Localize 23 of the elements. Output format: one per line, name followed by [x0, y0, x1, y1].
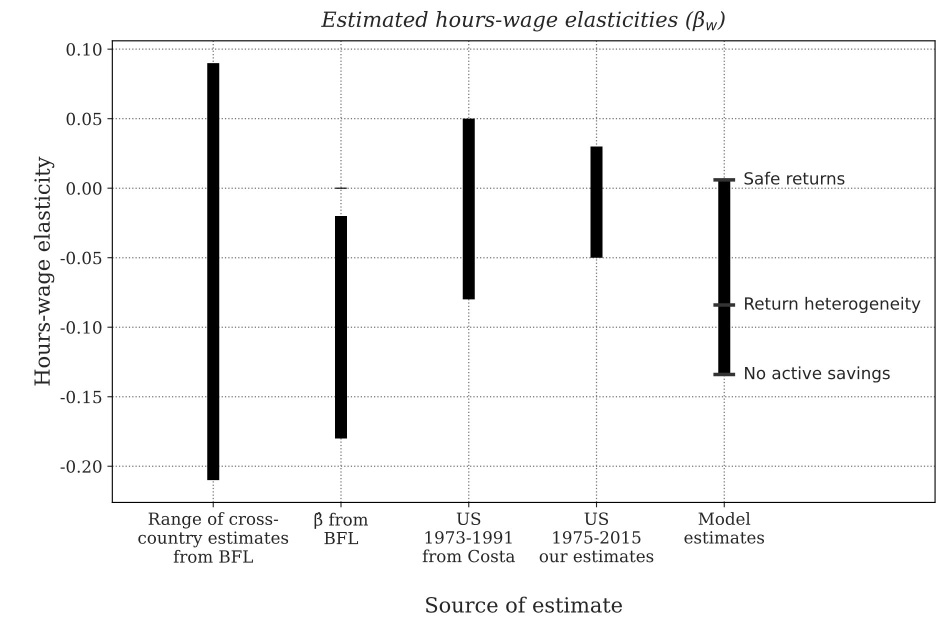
bar [334, 216, 348, 438]
y-tick-label: 0.10 [66, 43, 102, 56]
bar [590, 146, 603, 258]
chart-title: Estimated hours-wage elasticities (β$_{w}$) [321, 10, 725, 32]
bar [462, 118, 475, 300]
x-axis-title: Source of estimate [426, 596, 622, 613]
y-tick-label: -0.15 [60, 390, 102, 404]
y-tick-label: -0.05 [60, 252, 102, 264]
x-tick-label: US 1973-1991 from Costa [422, 512, 515, 562]
x-tick-label: Model estimates [684, 512, 764, 544]
y-tick-label: -0.10 [60, 321, 102, 334]
x-tick-label: β̂ from BFL [314, 512, 368, 544]
annotation: Return heterogeneity [745, 296, 920, 314]
y-tick-label: 0.00 [66, 182, 102, 195]
x-tick-label: US 1975-2015 our estimates [540, 512, 654, 562]
annotation: No active savings [745, 366, 890, 383]
x-tick-label: Range of cross- country estimates from BFL [138, 512, 288, 563]
y-tick-label: 0.05 [66, 112, 102, 126]
bar [207, 63, 220, 480]
y-axis-title: Hours-wage elasticity [34, 156, 54, 386]
annotation: Safe returns [744, 172, 844, 185]
y-tick-label: -0.20 [60, 460, 102, 473]
bar [718, 180, 730, 374]
